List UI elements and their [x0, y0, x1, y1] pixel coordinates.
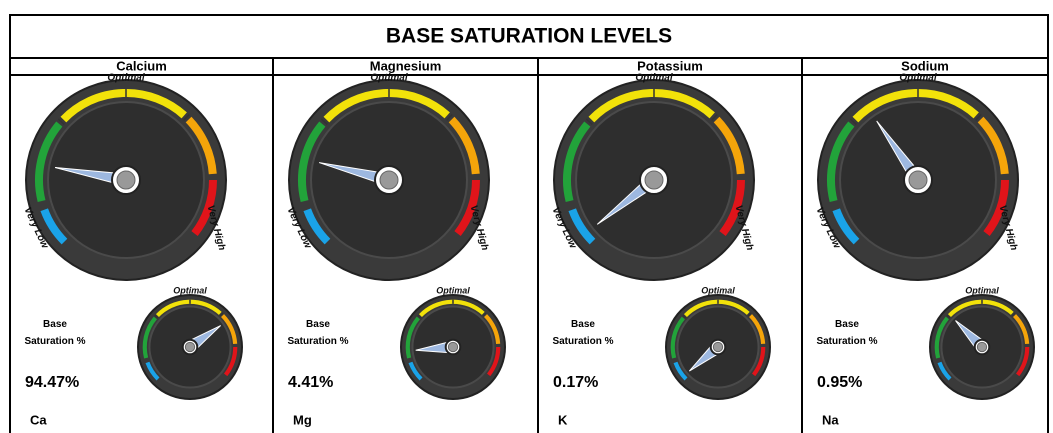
- gauge-band: [852, 89, 979, 123]
- gauge-tick: [320, 118, 328, 126]
- gauge-band: [323, 89, 450, 123]
- gauge-tick: [682, 314, 687, 319]
- saturation-value: 0.95%: [817, 374, 862, 391]
- gauge-label-optimal: Optimal: [370, 73, 407, 84]
- gauge-tick: [183, 114, 190, 121]
- saturation-value: 4.41%: [288, 374, 333, 391]
- element-symbol: K: [558, 412, 568, 427]
- element-symbol: Mg: [293, 412, 312, 427]
- base-label: Base Saturation %: [816, 319, 877, 347]
- gauge-hub-center: [712, 341, 724, 353]
- gauge-band: [454, 179, 480, 237]
- gauge-band: [418, 299, 485, 318]
- gauge-tick: [57, 118, 65, 126]
- gauge-band: [1015, 346, 1030, 377]
- gauge-hub-center: [116, 170, 136, 190]
- gauge-band: [719, 179, 745, 237]
- gauge-tick: [154, 314, 159, 319]
- gauge-band: [40, 208, 68, 245]
- base-label-line: Saturation %: [552, 336, 613, 347]
- gauge-label-optimal: Optimal: [701, 285, 735, 295]
- base-label: Base Saturation %: [287, 319, 348, 347]
- gauge-band: [35, 121, 63, 203]
- gauge-band: [185, 116, 217, 175]
- gauge-label-optimal: Optimal: [965, 285, 999, 295]
- gauge-label-optimal: Optimal: [173, 285, 207, 295]
- gauge-band: [1012, 314, 1030, 345]
- gauge-band: [298, 121, 326, 203]
- gauge-band: [683, 299, 750, 318]
- gauge-band: [448, 116, 480, 175]
- base-label: Base Saturation %: [24, 319, 85, 347]
- gauge-label-optimal: Optimal: [107, 73, 144, 84]
- gauge-tick: [849, 118, 857, 126]
- base-label-line: Base: [43, 319, 67, 330]
- gauge-band: [937, 361, 952, 381]
- gauge-tick: [747, 312, 752, 317]
- panel-name: Calcium: [116, 58, 167, 73]
- gauge-band: [673, 361, 688, 381]
- base-label-line: Saturation %: [287, 336, 348, 347]
- gauge-band: [155, 299, 222, 318]
- title: BASE SATURATION LEVELS: [386, 25, 672, 48]
- gauge-tick: [219, 312, 224, 317]
- saturation-value: 94.47%: [25, 374, 79, 391]
- gauge-band: [486, 346, 501, 377]
- gauge-tick: [975, 114, 982, 121]
- panel-name: Potassium: [637, 58, 703, 73]
- gauge-band: [568, 208, 596, 245]
- gauge-band: [145, 361, 160, 381]
- base-label-line: Saturation %: [24, 336, 85, 347]
- gauge-hub-center: [184, 341, 196, 353]
- gauge-label-optimal: Optimal: [436, 285, 470, 295]
- gauge-hub-center: [379, 170, 399, 190]
- panel-name: Magnesium: [370, 58, 442, 73]
- gauge-band: [934, 316, 949, 359]
- gauge-band: [142, 316, 157, 359]
- gauge-band: [223, 346, 238, 377]
- gauge-band: [303, 208, 331, 245]
- gauge-band: [588, 89, 715, 123]
- gauge-band: [713, 116, 745, 175]
- base-label-line: Base: [835, 319, 859, 330]
- gauge-band: [977, 116, 1009, 175]
- gauge-tick: [946, 314, 951, 319]
- gauge-label-optimal: Optimal: [899, 73, 936, 84]
- gauge-tick: [1011, 312, 1016, 317]
- gauge-hub-center: [908, 170, 928, 190]
- gauge-band: [748, 314, 766, 345]
- gauge-band: [983, 179, 1009, 237]
- gauge-band: [408, 361, 423, 381]
- saturation-value: 0.17%: [553, 374, 598, 391]
- gauge-hub-center: [644, 170, 664, 190]
- gauge-hub-center: [447, 341, 459, 353]
- base-label: Base Saturation %: [552, 319, 613, 347]
- base-label-line: Base: [571, 319, 595, 330]
- element-symbol: Ca: [30, 412, 47, 427]
- gauge-band: [405, 316, 420, 359]
- gauge-tick: [446, 114, 453, 121]
- gauge-band: [827, 121, 855, 203]
- base-label-line: Saturation %: [816, 336, 877, 347]
- gauge-band: [832, 208, 860, 245]
- gauge-band: [191, 179, 217, 237]
- gauge-tick: [711, 114, 718, 121]
- gauge-band: [947, 299, 1014, 318]
- gauge-band: [670, 316, 685, 359]
- gauge-hub-center: [976, 341, 988, 353]
- gauge-band: [220, 314, 238, 345]
- gauge-tick: [482, 312, 487, 317]
- gauge-label-optimal: Optimal: [635, 73, 672, 84]
- gauge-band: [483, 314, 501, 345]
- gauge-tick: [585, 118, 593, 126]
- gauge-band: [751, 346, 766, 377]
- gauge-band: [563, 121, 591, 203]
- panel-name: Sodium: [901, 58, 949, 73]
- base-label-line: Base: [306, 319, 330, 330]
- gauge-band: [60, 89, 187, 123]
- gauge-tick: [417, 314, 422, 319]
- element-symbol: Na: [822, 412, 839, 427]
